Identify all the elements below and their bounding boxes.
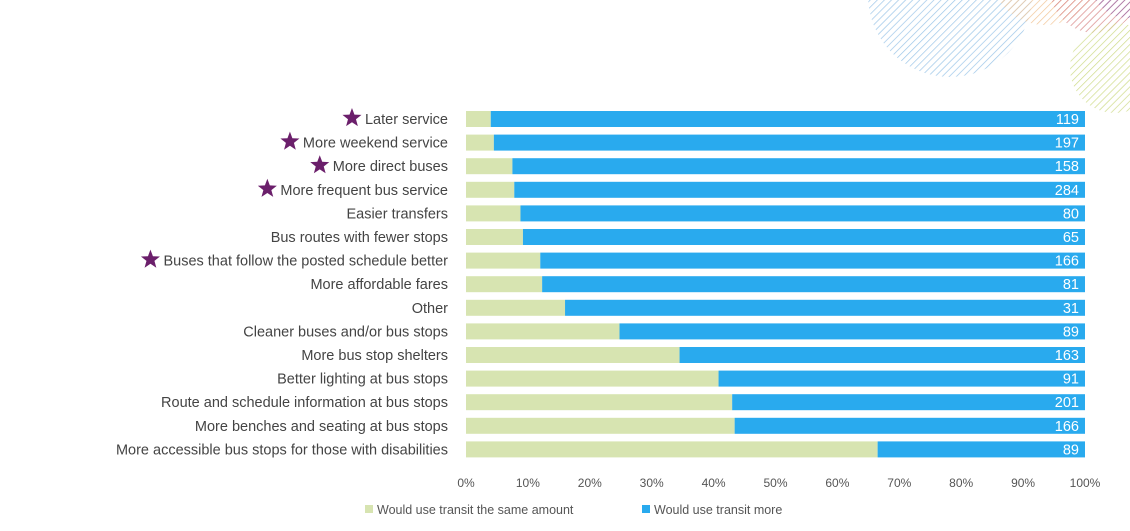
x-tick-label: 90% (1011, 476, 1035, 490)
bar-same-amount (466, 394, 733, 411)
decor-circle-purple (1095, 0, 1130, 18)
category-label: More benches and seating at bus stops (195, 419, 448, 435)
category-label: Other (412, 301, 448, 317)
bar-same-amount (466, 111, 491, 127)
bar-same-amount (466, 205, 521, 222)
bar-use-more (619, 323, 1085, 340)
bar-same-amount (466, 347, 680, 363)
bar-use-more (718, 370, 1085, 387)
data-label: 91 (1063, 372, 1079, 388)
x-tick-label: 10% (516, 476, 540, 490)
bar-use-more (679, 347, 1085, 363)
data-label: 166 (1055, 254, 1079, 270)
legend-swatch-same-amount (365, 505, 373, 513)
category-label: More weekend service (303, 136, 448, 152)
bar-use-more (542, 276, 1085, 293)
data-label: 284 (1055, 183, 1079, 199)
x-tick-label: 50% (763, 476, 787, 490)
bar-use-more (734, 417, 1085, 434)
star-icon (257, 178, 277, 197)
bar-same-amount (466, 158, 513, 175)
star-icon (280, 131, 300, 150)
bar-use-more (493, 134, 1085, 151)
bar-same-amount (466, 252, 541, 269)
decorative-corner-circles (868, 0, 1130, 113)
bar-same-amount (466, 417, 735, 434)
category-label: Better lighting at bus stops (277, 372, 448, 388)
data-label: 201 (1055, 395, 1079, 411)
x-tick-label: 30% (640, 476, 664, 490)
data-label: 65 (1063, 230, 1079, 246)
category-label: More direct buses (333, 159, 448, 175)
data-label: 81 (1063, 277, 1079, 293)
data-label: 166 (1055, 419, 1079, 435)
data-label: 197 (1055, 136, 1079, 152)
legend-label-same-amount: Would use transit the same amount (377, 503, 574, 517)
bar-use-more (512, 158, 1085, 175)
decor-circle-green (1070, 23, 1130, 113)
data-label: 89 (1063, 324, 1079, 340)
x-tick-label: 60% (825, 476, 849, 490)
star-icon (342, 108, 362, 127)
data-label: 31 (1063, 301, 1079, 317)
legend-label-use-more: Would use transit more (654, 503, 782, 517)
bar-same-amount (466, 134, 494, 151)
category-label: Cleaner buses and/or bus stops (243, 324, 448, 340)
category-label: Bus routes with fewer stops (271, 230, 448, 246)
data-label: 119 (1056, 112, 1079, 128)
bar-same-amount (466, 370, 719, 387)
data-label: 163 (1055, 348, 1079, 364)
bar-use-more (877, 441, 1085, 458)
bar-same-amount (466, 276, 543, 293)
data-label: 89 (1063, 442, 1079, 458)
x-tick-label: 100% (1070, 476, 1101, 490)
category-label: Route and schedule information at bus st… (161, 395, 448, 411)
plot-area: 119 Later service 197 More weekend service 1… (116, 108, 1101, 490)
category-label: More affordable fares (310, 277, 448, 293)
bar-same-amount (466, 323, 620, 340)
bar-use-more (565, 299, 1085, 316)
data-label: 158 (1055, 159, 1079, 175)
bar-use-more (540, 252, 1085, 269)
x-tick-label: 70% (887, 476, 911, 490)
category-label: Buses that follow the posted schedule be… (163, 254, 448, 270)
category-label: More accessible bus stops for those with… (116, 442, 448, 458)
x-tick-label: 0% (457, 476, 475, 490)
legend: Would use transit the same amount Would u… (365, 503, 782, 517)
bar-same-amount (466, 181, 515, 198)
category-label: More bus stop shelters (301, 348, 448, 364)
category-label: Later service (365, 112, 448, 128)
bar-use-more (732, 394, 1085, 411)
bar-same-amount (466, 441, 878, 458)
category-label: Easier transfers (346, 206, 448, 222)
bar-same-amount (466, 299, 566, 316)
x-tick-label: 80% (949, 476, 973, 490)
bar-use-more (520, 205, 1085, 222)
data-label: 80 (1063, 206, 1079, 222)
star-icon (140, 249, 160, 268)
bar-use-more (522, 229, 1085, 245)
star-icon (310, 155, 330, 174)
x-tick-label: 40% (702, 476, 726, 490)
bar-use-more (514, 181, 1085, 198)
category-label: More frequent bus service (280, 183, 448, 199)
bar-same-amount (466, 229, 523, 245)
x-tick-label: 20% (578, 476, 602, 490)
decor-circle-blue (868, 0, 1032, 77)
bar-use-more (490, 111, 1085, 127)
legend-swatch-use-more (642, 505, 650, 513)
